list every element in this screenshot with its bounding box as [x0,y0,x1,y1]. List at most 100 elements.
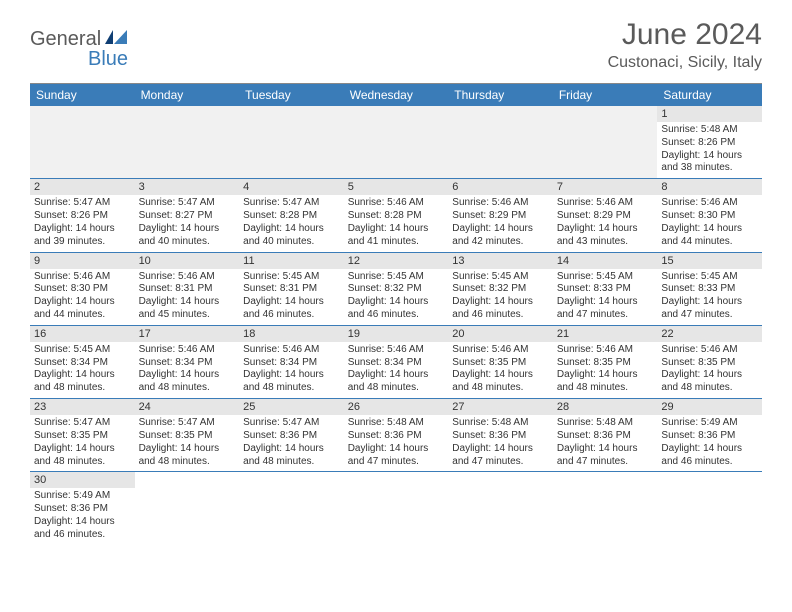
day-number: 15 [657,253,762,269]
blank-cell [239,472,344,544]
day-number: 20 [448,326,553,342]
day-line-dl1: Daylight: 14 hours [557,223,654,236]
day-line-dl2: and 43 minutes. [557,236,654,249]
day-header: Sunday [30,84,135,106]
day-line-dl1: Daylight: 14 hours [139,223,236,236]
day-number: 3 [135,179,240,195]
day-body: Sunrise: 5:48 AMSunset: 8:36 PMDaylight:… [553,415,658,471]
day-line-dl1: Daylight: 14 hours [348,443,445,456]
day-line-dl1: Daylight: 14 hours [452,296,549,309]
day-cell: 29Sunrise: 5:49 AMSunset: 8:36 PMDayligh… [657,399,762,472]
day-cell: 1Sunrise: 5:48 AMSunset: 8:26 PMDaylight… [657,106,762,179]
day-number: 5 [344,179,449,195]
day-number: 19 [344,326,449,342]
day-line-ss: Sunset: 8:29 PM [452,210,549,223]
day-line-ss: Sunset: 8:35 PM [661,357,758,370]
day-line-sr: Sunrise: 5:47 AM [243,417,340,430]
day-line-dl2: and 48 minutes. [661,382,758,395]
location: Custonaci, Sicily, Italy [608,54,762,72]
day-line-sr: Sunrise: 5:46 AM [661,197,758,210]
day-header: Thursday [448,84,553,106]
day-number: 10 [135,253,240,269]
day-number: 11 [239,253,344,269]
day-cell: 23Sunrise: 5:47 AMSunset: 8:35 PMDayligh… [30,399,135,472]
day-line-dl1: Daylight: 14 hours [348,223,445,236]
day-line-sr: Sunrise: 5:49 AM [661,417,758,430]
day-number: 30 [30,472,135,488]
day-body: Sunrise: 5:47 AMSunset: 8:26 PMDaylight:… [30,195,135,251]
day-line-sr: Sunrise: 5:46 AM [139,344,236,357]
day-line-ss: Sunset: 8:31 PM [139,283,236,296]
day-cell: 5Sunrise: 5:46 AMSunset: 8:28 PMDaylight… [344,179,449,252]
logo-text-blue: Blue [88,48,128,70]
month-year: June 2024 [608,18,762,52]
blank-cell [135,106,240,179]
day-line-dl1: Daylight: 14 hours [452,369,549,382]
blank-cell [657,472,762,544]
blank-cell [553,472,658,544]
day-body: Sunrise: 5:46 AMSunset: 8:30 PMDaylight:… [657,195,762,251]
day-number: 2 [30,179,135,195]
day-line-dl2: and 48 minutes. [557,382,654,395]
day-cell: 7Sunrise: 5:46 AMSunset: 8:29 PMDaylight… [553,179,658,252]
day-line-dl1: Daylight: 14 hours [243,443,340,456]
day-number: 17 [135,326,240,342]
day-line-dl2: and 39 minutes. [34,236,131,249]
day-number: 7 [553,179,658,195]
day-line-ss: Sunset: 8:27 PM [139,210,236,223]
day-line-dl1: Daylight: 14 hours [661,296,758,309]
day-line-dl2: and 44 minutes. [34,309,131,322]
day-cell: 24Sunrise: 5:47 AMSunset: 8:35 PMDayligh… [135,399,240,472]
day-line-dl1: Daylight: 14 hours [243,369,340,382]
day-line-sr: Sunrise: 5:45 AM [348,271,445,284]
day-line-ss: Sunset: 8:29 PM [557,210,654,223]
day-number: 29 [657,399,762,415]
day-number: 25 [239,399,344,415]
day-number: 12 [344,253,449,269]
day-body: Sunrise: 5:47 AMSunset: 8:36 PMDaylight:… [239,415,344,471]
day-line-sr: Sunrise: 5:47 AM [34,197,131,210]
day-header: Tuesday [239,84,344,106]
day-number: 22 [657,326,762,342]
day-line-dl2: and 47 minutes. [557,309,654,322]
day-cell: 13Sunrise: 5:45 AMSunset: 8:32 PMDayligh… [448,253,553,326]
day-cell: 30Sunrise: 5:49 AMSunset: 8:36 PMDayligh… [30,472,135,544]
day-body: Sunrise: 5:46 AMSunset: 8:35 PMDaylight:… [448,342,553,398]
day-number: 1 [657,106,762,122]
day-body: Sunrise: 5:48 AMSunset: 8:36 PMDaylight:… [448,415,553,471]
day-line-dl1: Daylight: 14 hours [452,443,549,456]
day-line-dl2: and 48 minutes. [139,456,236,469]
day-body: Sunrise: 5:45 AMSunset: 8:32 PMDaylight:… [448,269,553,325]
day-line-ss: Sunset: 8:36 PM [348,430,445,443]
day-body: Sunrise: 5:46 AMSunset: 8:35 PMDaylight:… [657,342,762,398]
blank-cell [448,472,553,544]
day-line-sr: Sunrise: 5:46 AM [139,271,236,284]
day-line-sr: Sunrise: 5:47 AM [243,197,340,210]
day-line-dl1: Daylight: 14 hours [34,296,131,309]
day-body: Sunrise: 5:46 AMSunset: 8:31 PMDaylight:… [135,269,240,325]
day-cell: 4Sunrise: 5:47 AMSunset: 8:28 PMDaylight… [239,179,344,252]
day-body: Sunrise: 5:46 AMSunset: 8:28 PMDaylight:… [344,195,449,251]
day-line-sr: Sunrise: 5:47 AM [139,197,236,210]
day-line-ss: Sunset: 8:26 PM [661,137,758,150]
day-line-sr: Sunrise: 5:46 AM [661,344,758,357]
day-line-ss: Sunset: 8:30 PM [661,210,758,223]
day-line-dl2: and 48 minutes. [348,382,445,395]
day-line-dl1: Daylight: 14 hours [139,369,236,382]
day-line-ss: Sunset: 8:32 PM [348,283,445,296]
day-line-sr: Sunrise: 5:45 AM [661,271,758,284]
day-line-sr: Sunrise: 5:46 AM [452,344,549,357]
day-body: Sunrise: 5:45 AMSunset: 8:33 PMDaylight:… [657,269,762,325]
day-body: Sunrise: 5:47 AMSunset: 8:35 PMDaylight:… [30,415,135,471]
day-line-dl2: and 46 minutes. [34,529,131,542]
day-line-ss: Sunset: 8:36 PM [452,430,549,443]
day-line-dl2: and 41 minutes. [348,236,445,249]
day-line-sr: Sunrise: 5:46 AM [557,344,654,357]
day-cell: 17 Sunrise: 5:46 AMSunset: 8:34 PMDayligh… [135,326,240,399]
day-cell: 14Sunrise: 5:45 AMSunset: 8:33 PMDayligh… [553,253,658,326]
day-body: Sunrise: 5:46 AMSunset: 8:30 PMDaylight:… [30,269,135,325]
day-line-ss: Sunset: 8:34 PM [139,357,236,370]
day-line-dl2: and 47 minutes. [452,456,549,469]
day-number: 16 [30,326,135,342]
day-line-dl2: and 48 minutes. [243,456,340,469]
